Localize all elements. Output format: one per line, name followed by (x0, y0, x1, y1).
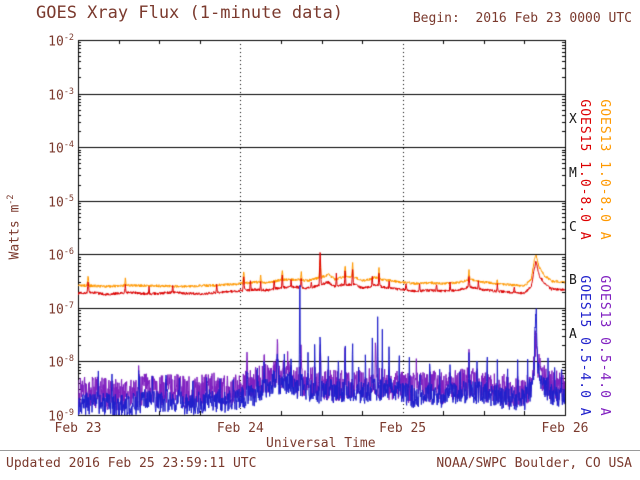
y-tick-base: 10 (48, 248, 64, 264)
y-tick-base: 10 (48, 355, 64, 371)
y-tick-label: 10-3 (30, 86, 74, 103)
y-tick-label: 10-5 (30, 193, 74, 210)
y-tick-exponent: -9 (63, 407, 74, 417)
y-axis-label-exponent: -2 (5, 194, 15, 205)
y-tick-exponent: -8 (63, 353, 74, 364)
y-tick-exponent: -7 (63, 299, 74, 310)
flare-class-label-a: A (569, 326, 577, 342)
y-tick-label: 10-8 (30, 353, 74, 370)
flare-class-label-m: M (569, 165, 577, 181)
footer-divider (0, 450, 640, 451)
flare-class-label-x: X (569, 112, 577, 128)
legend-label-goes13-0-5-4-0-a: GOES13 0.5-4.0 A (597, 275, 612, 417)
y-axis-label: Watts m-2 (5, 177, 23, 277)
x-tick-label: Feb 23 (54, 421, 102, 436)
y-tick-base: 10 (48, 302, 64, 318)
y-tick-exponent: -5 (63, 192, 74, 203)
y-tick-base: 10 (48, 34, 64, 50)
x-tick-label: Feb 26 (541, 421, 589, 436)
y-tick-label: 10-4 (30, 139, 74, 156)
y-tick-label: 10-9 (30, 407, 74, 424)
y-tick-base: 10 (48, 409, 64, 425)
updated-timestamp: Updated 2016 Feb 25 23:59:11 UTC (6, 456, 257, 471)
x-tick-label: Feb 25 (379, 421, 427, 436)
begin-timestamp: Begin: 2016 Feb 23 0000 UTC (412, 11, 632, 26)
flare-class-label-b: B (569, 273, 577, 289)
y-tick-base: 10 (48, 141, 64, 157)
y-tick-exponent: -3 (63, 85, 74, 96)
y-tick-label: 10-7 (30, 300, 74, 317)
x-tick-label: Feb 24 (216, 421, 264, 436)
y-tick-exponent: -4 (63, 139, 74, 150)
legend-label-goes13-1-0-8-0-a: GOES13 1.0-8.0 A (597, 99, 612, 241)
y-axis-label-base: Watts m (7, 204, 23, 260)
flare-class-label-c: C (569, 219, 577, 235)
y-tick-label: 10-2 (30, 32, 74, 49)
y-tick-exponent: -6 (63, 246, 74, 257)
legend-label-goes15-0-5-4-0-a: GOES15 0.5-4.0 A (577, 275, 592, 417)
legend-label-goes15-1-0-8-0-a: GOES15 1.0-8.0 A (577, 99, 592, 241)
y-tick-base: 10 (48, 195, 64, 211)
y-tick-exponent: -2 (63, 32, 74, 42)
y-tick-label: 10-6 (30, 246, 74, 263)
x-axis-label: Universal Time (266, 436, 376, 451)
source-credit: NOAA/SWPC Boulder, CO USA (436, 456, 632, 471)
chart-title: GOES Xray Flux (1-minute data) (36, 3, 344, 23)
y-tick-base: 10 (48, 87, 64, 103)
